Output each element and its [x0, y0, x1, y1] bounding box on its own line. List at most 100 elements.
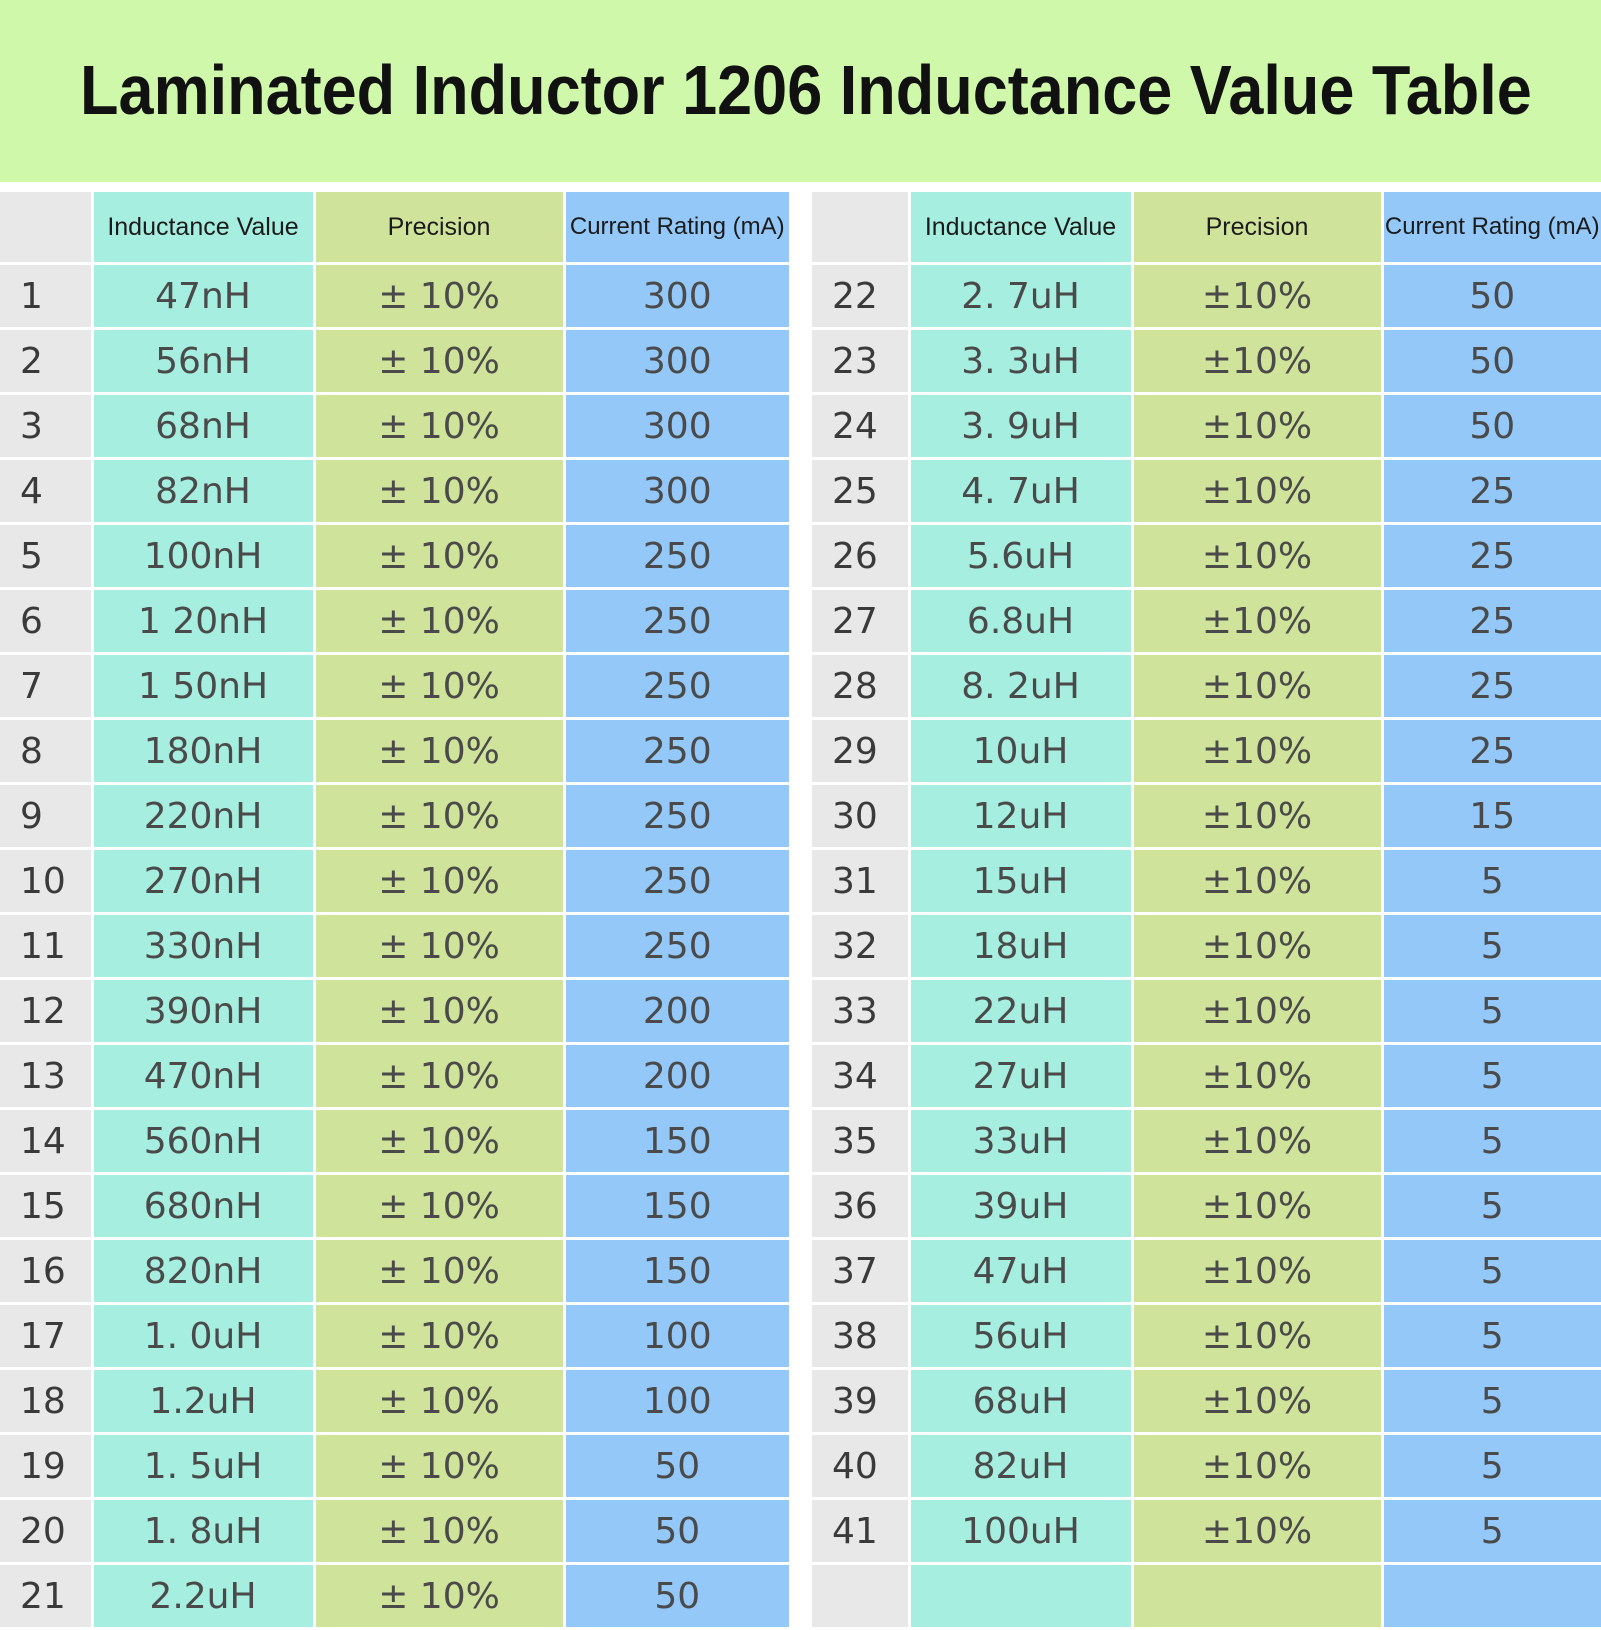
table-row: 9 220nH ± 10% 250 — [0, 783, 789, 850]
table-row: 8 180nH ± 10% 250 — [0, 718, 789, 785]
row-number: 13 — [0, 1043, 94, 1110]
row-number: 39 — [812, 1368, 911, 1435]
precision-cell: ±10% — [1132, 978, 1384, 1045]
precision-cell: ± 10% — [314, 653, 566, 720]
current-rating-cell: 300 — [564, 393, 789, 460]
row-number: 28 — [812, 653, 911, 720]
inductance-cell: 47uH — [909, 1238, 1134, 1305]
table-row: 3 68nH ± 10% 300 — [0, 393, 789, 460]
inductance-cell: 56nH — [92, 328, 316, 395]
current-rating-cell: 150 — [564, 1238, 789, 1305]
inductance-cell: 10uH — [909, 718, 1134, 785]
table-row: 13 470nH ± 10% 200 — [0, 1043, 789, 1110]
precision-cell: ±10% — [1132, 653, 1384, 720]
row-number: 8 — [0, 718, 94, 785]
precision-cell: ±10% — [1132, 1433, 1384, 1500]
row-number: 41 — [812, 1498, 911, 1565]
inductance-cell: 180nH — [92, 718, 316, 785]
row-number: 26 — [812, 523, 911, 590]
page-title: Laminated Inductor 1206 Inductance Value… — [80, 51, 1532, 129]
row-number: 23 — [812, 328, 911, 395]
precision-cell: ± 10% — [314, 1238, 566, 1305]
row-number: 6 — [0, 588, 94, 655]
row-number: 10 — [0, 848, 94, 915]
precision-cell: ± 10% — [314, 1368, 566, 1435]
header-precision: Precision — [1132, 192, 1384, 265]
table-row: 27 6.8uH ±10% 25 — [812, 588, 1601, 655]
precision-cell: ±10% — [1132, 458, 1384, 525]
inductance-cell: 68uH — [909, 1368, 1134, 1435]
inductance-cell: 4. 7uH — [909, 458, 1134, 525]
header-precision: Precision — [314, 192, 566, 265]
row-number: 40 — [812, 1433, 911, 1500]
table-row: 34 27uH ±10% 5 — [812, 1043, 1601, 1110]
row-number: 15 — [0, 1173, 94, 1240]
inductance-cell: 100nH — [92, 523, 316, 590]
inductance-cell: 680nH — [92, 1173, 316, 1240]
inductance-cell: 8. 2uH — [909, 653, 1134, 720]
row-number: 1 — [0, 263, 94, 330]
precision-cell: ±10% — [1132, 1498, 1384, 1565]
table-row: 24 3. 9uH ±10% 50 — [812, 393, 1601, 460]
inductance-cell: 82uH — [909, 1433, 1134, 1500]
row-number: 11 — [0, 913, 94, 980]
row-number: 3 — [0, 393, 94, 460]
table-row: 28 8. 2uH ±10% 25 — [812, 653, 1601, 720]
precision-cell: ± 10% — [314, 978, 566, 1045]
precision-cell: ± 10% — [314, 393, 566, 460]
header-row: Inductance Value Precision Current Ratin… — [0, 192, 789, 265]
inductance-cell: 33uH — [909, 1108, 1134, 1175]
inductance-cell: 1 50nH — [92, 653, 316, 720]
precision-cell: ± 10% — [314, 913, 566, 980]
precision-cell: ± 10% — [314, 458, 566, 525]
table-row: 32 18uH ±10% 5 — [812, 913, 1601, 980]
inductance-cell: 390nH — [92, 978, 316, 1045]
row-number: 37 — [812, 1238, 911, 1305]
table-row: 39 68uH ±10% 5 — [812, 1368, 1601, 1435]
precision-cell: ±10% — [1132, 848, 1384, 915]
inductance-cell: 39uH — [909, 1173, 1134, 1240]
current-rating-cell: 50 — [1382, 263, 1601, 330]
table-row — [812, 1563, 1601, 1630]
table-row: 12 390nH ± 10% 200 — [0, 978, 789, 1045]
inductance-cell: 560nH — [92, 1108, 316, 1175]
current-rating-cell: 5 — [1382, 1173, 1601, 1240]
current-rating-cell: 100 — [564, 1368, 789, 1435]
precision-cell: ±10% — [1132, 1043, 1384, 1110]
current-rating-cell: 50 — [1382, 328, 1601, 395]
table-row: 16 820nH ± 10% 150 — [0, 1238, 789, 1305]
precision-cell: ±10% — [1132, 328, 1384, 395]
current-rating-cell: 5 — [1382, 1043, 1601, 1110]
precision-cell: ± 10% — [314, 1563, 566, 1630]
inductance-cell: 47nH — [92, 263, 316, 330]
current-rating-cell: 150 — [564, 1108, 789, 1175]
table-row: 26 5.6uH ±10% 25 — [812, 523, 1601, 590]
inductance-cell: 1. 0uH — [92, 1303, 316, 1370]
row-number: 19 — [0, 1433, 94, 1500]
current-rating-cell: 25 — [1382, 653, 1601, 720]
table-row: 37 47uH ±10% 5 — [812, 1238, 1601, 1305]
current-rating-cell: 250 — [564, 523, 789, 590]
table-row: 14 560nH ± 10% 150 — [0, 1108, 789, 1175]
row-number: 33 — [812, 978, 911, 1045]
current-rating-cell: 5 — [1382, 913, 1601, 980]
precision-cell: ±10% — [1132, 1303, 1384, 1370]
current-rating-cell: 250 — [564, 783, 789, 850]
table-row: 15 680nH ± 10% 150 — [0, 1173, 789, 1240]
current-rating-cell: 5 — [1382, 1433, 1601, 1500]
precision-cell: ± 10% — [314, 1173, 566, 1240]
current-rating-cell: 5 — [1382, 1498, 1601, 1565]
row-number: 22 — [812, 263, 911, 330]
inductance-cell: 82nH — [92, 458, 316, 525]
inductance-cell: 5.6uH — [909, 523, 1134, 590]
inductance-cell: 3. 3uH — [909, 328, 1134, 395]
table-row: 36 39uH ±10% 5 — [812, 1173, 1601, 1240]
inductance-cell: 270nH — [92, 848, 316, 915]
header-number — [812, 192, 911, 265]
row-number: 4 — [0, 458, 94, 525]
row-number: 20 — [0, 1498, 94, 1565]
current-rating-cell: 200 — [564, 1043, 789, 1110]
inductance-cell: 27uH — [909, 1043, 1134, 1110]
current-rating-cell: 15 — [1382, 783, 1601, 850]
row-number: 29 — [812, 718, 911, 785]
